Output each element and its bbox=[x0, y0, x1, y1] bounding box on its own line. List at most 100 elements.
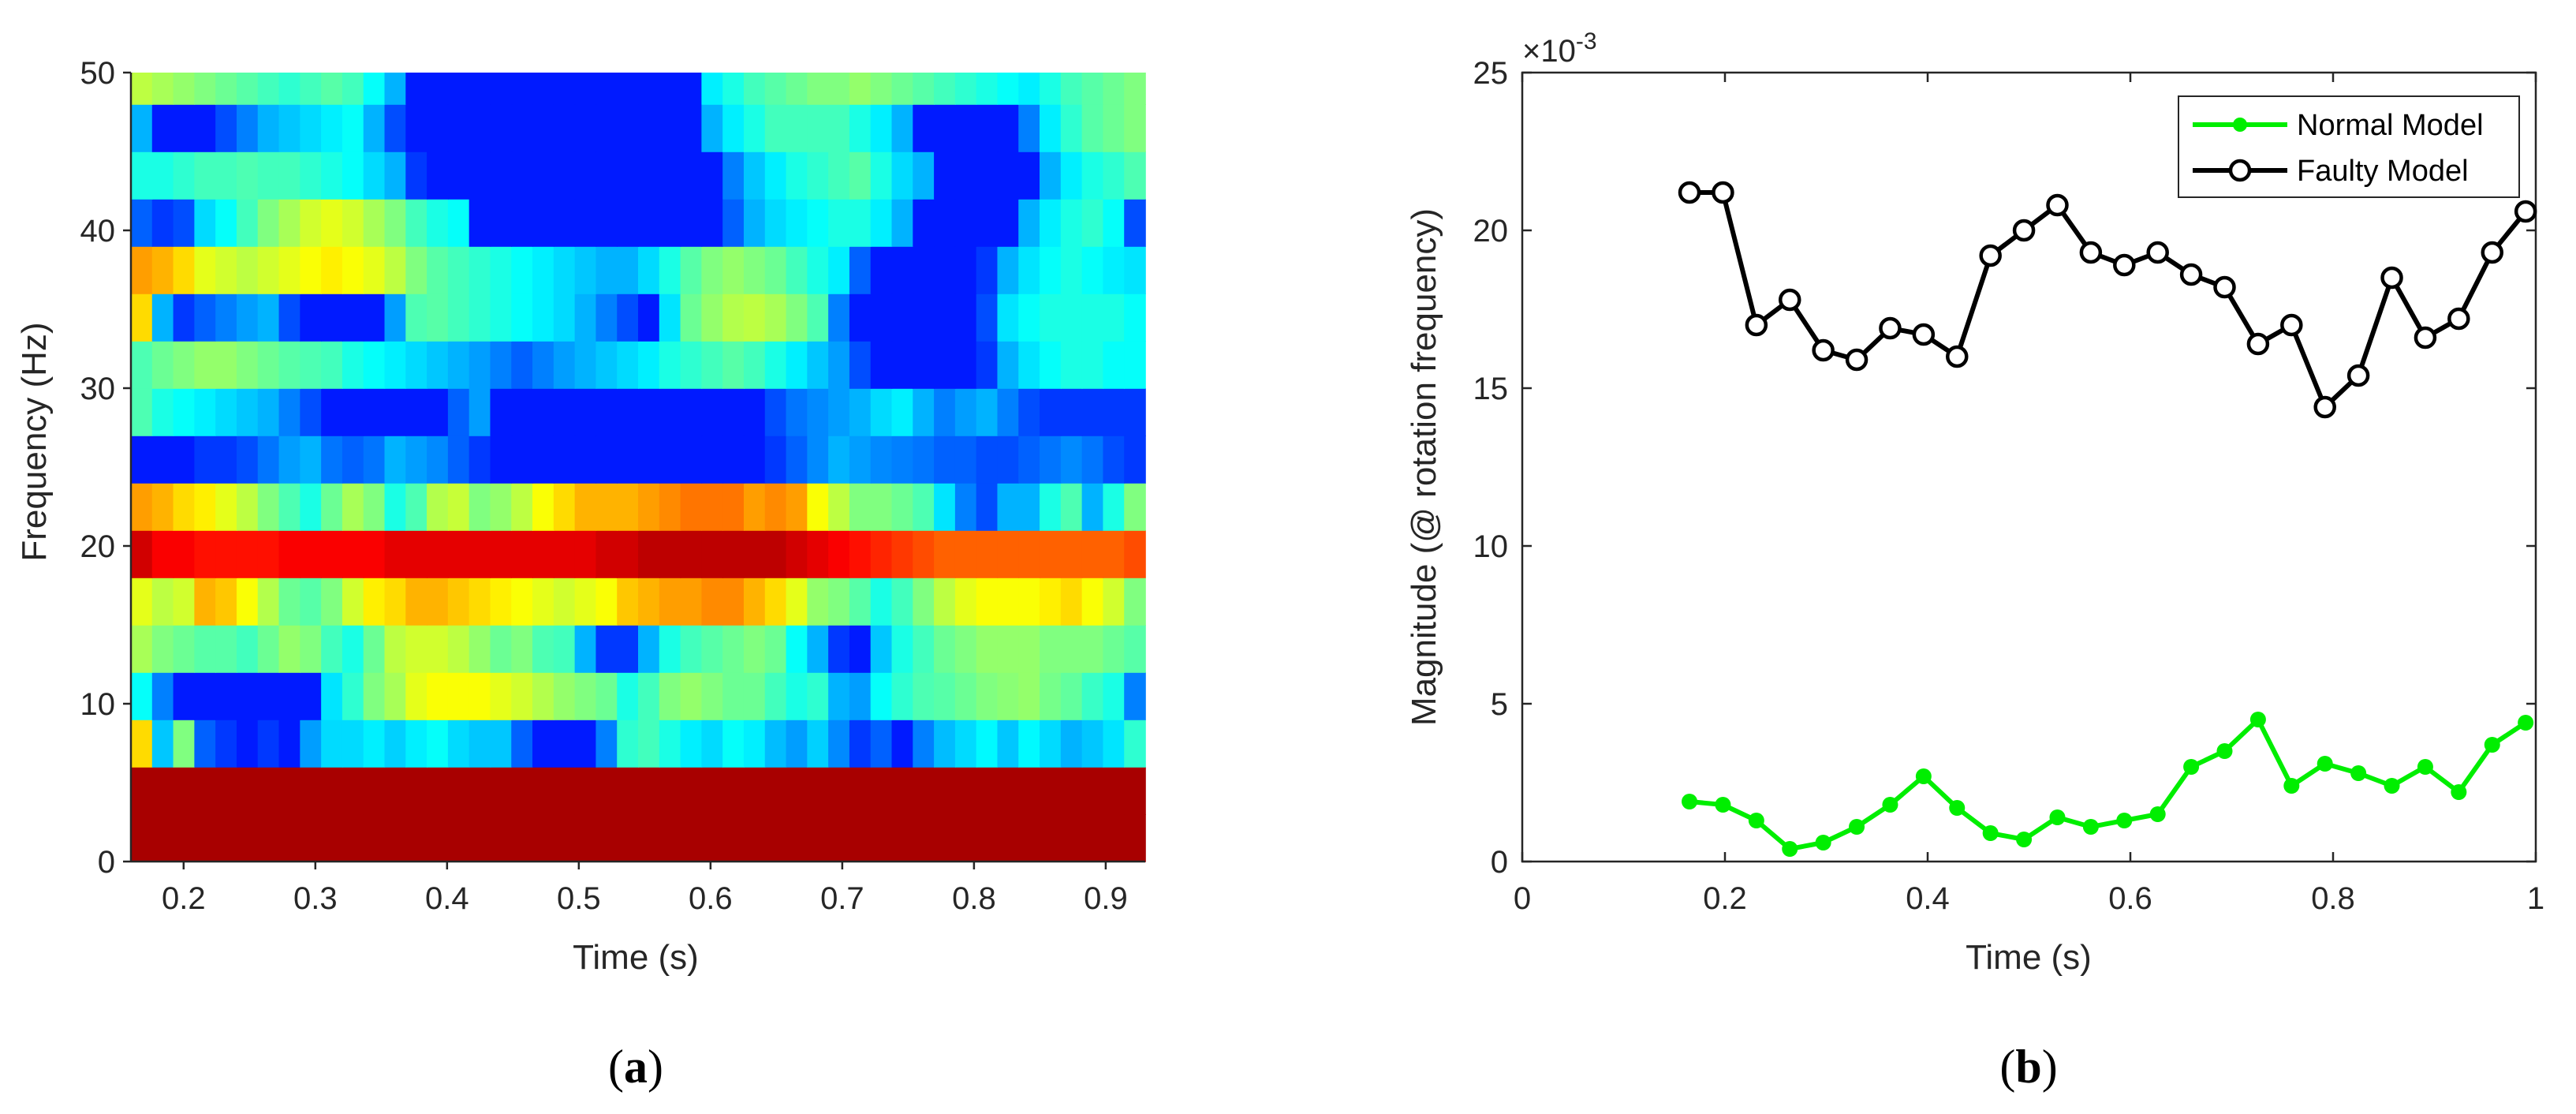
heatmap-cell bbox=[574, 767, 597, 815]
heatmap-cell bbox=[807, 483, 829, 531]
heatmap-cell bbox=[131, 199, 153, 247]
heatmap-cell bbox=[131, 625, 153, 673]
heatmap-cell bbox=[849, 388, 872, 436]
heatmap-cell bbox=[870, 530, 893, 578]
heatmap-cell bbox=[743, 293, 766, 342]
heatmap-cell bbox=[427, 483, 449, 531]
heatmap-cell bbox=[891, 341, 914, 389]
heatmap-cell bbox=[427, 73, 449, 105]
heatmap-cell bbox=[236, 483, 259, 531]
heatmap-cell bbox=[278, 341, 301, 389]
heatmap-cell bbox=[321, 530, 343, 578]
heatmap-cell bbox=[236, 530, 259, 578]
heatmap-cell bbox=[278, 483, 301, 531]
heatmap-cell bbox=[405, 625, 427, 673]
normal-model-point bbox=[2082, 819, 2099, 835]
heatmap-cell bbox=[278, 720, 301, 768]
heatmap-cell bbox=[321, 73, 343, 105]
heatmap-cell bbox=[1018, 293, 1040, 342]
heatmap-x-tick-label: 0.5 bbox=[557, 881, 601, 916]
line-x-tick-label: 0.6 bbox=[2108, 881, 2152, 916]
heatmap-cell bbox=[384, 483, 407, 531]
heatmap-x-tick-label: 0.4 bbox=[425, 881, 469, 916]
normal-model-point bbox=[1682, 794, 1698, 809]
heatmap-cell bbox=[638, 341, 660, 389]
heatmap-cell bbox=[617, 814, 639, 862]
heatmap-cell bbox=[342, 388, 364, 436]
heatmap-cell bbox=[194, 767, 216, 815]
line-y-ticks: 0 5 10 15 20 25 bbox=[1473, 56, 2536, 880]
heatmap-cell bbox=[701, 104, 723, 152]
normal-model-point bbox=[2518, 715, 2534, 731]
heatmap-cell bbox=[1081, 104, 1104, 152]
heatmap-cell bbox=[405, 814, 427, 862]
heatmap-cell bbox=[638, 73, 660, 105]
heatmap-cell bbox=[574, 388, 597, 436]
heatmap-cell bbox=[701, 625, 723, 673]
heatmap-cell bbox=[786, 625, 808, 673]
heatmap-cell bbox=[1040, 720, 1062, 768]
heatmap-cell bbox=[997, 199, 1020, 247]
heatmap-cell bbox=[786, 151, 808, 200]
heatmap-cell bbox=[1060, 672, 1083, 720]
heatmap-cell bbox=[384, 73, 407, 105]
heatmap-cell bbox=[934, 672, 956, 720]
heatmap-cell bbox=[151, 293, 174, 342]
heatmap-cell bbox=[1081, 814, 1104, 862]
heatmap-cell bbox=[934, 199, 956, 247]
legend: Normal Model Faulty Model bbox=[2178, 95, 2520, 198]
heatmap-cell bbox=[638, 578, 660, 626]
heatmap-cell bbox=[151, 199, 174, 247]
heatmap-cell bbox=[131, 672, 153, 720]
heatmap-cell bbox=[849, 672, 872, 720]
heatmap-cell bbox=[934, 293, 956, 342]
heatmap-cell bbox=[342, 720, 364, 768]
heatmap-cell bbox=[236, 341, 259, 389]
heatmap-cell bbox=[913, 293, 935, 342]
heatmap-cell bbox=[701, 199, 723, 247]
heatmap-cell bbox=[807, 625, 829, 673]
heatmap-cell bbox=[321, 672, 343, 720]
heatmap-cell bbox=[1081, 341, 1104, 389]
heatmap-cell bbox=[891, 104, 914, 152]
heatmap-cell bbox=[595, 720, 618, 768]
heatmap-cell bbox=[891, 625, 914, 673]
heatmap-cell bbox=[849, 151, 872, 200]
heatmap-cell bbox=[384, 246, 407, 294]
heatmap-cell bbox=[764, 530, 787, 578]
heatmap-cell bbox=[913, 73, 935, 105]
heatmap-cell bbox=[236, 73, 259, 105]
heatmap-cell bbox=[553, 672, 576, 720]
heatmap-cell bbox=[300, 151, 322, 200]
heatmap-cell bbox=[617, 483, 639, 531]
heatmap-cell bbox=[278, 293, 301, 342]
heatmap-cell bbox=[659, 720, 681, 768]
heatmap-cell bbox=[405, 483, 427, 531]
heatmap-cell bbox=[954, 436, 977, 484]
heatmap-cell bbox=[151, 720, 174, 768]
heatmap-cell bbox=[574, 672, 597, 720]
heatmap-cell bbox=[405, 341, 427, 389]
heatmap-cell bbox=[405, 720, 427, 768]
heatmap-cell bbox=[617, 672, 639, 720]
heatmap-cell bbox=[278, 436, 301, 484]
heatmap-cell bbox=[786, 767, 808, 815]
heatmap-cell bbox=[469, 199, 491, 247]
heatmap-y-tick-label: 40 bbox=[80, 214, 116, 249]
heatmap-cell bbox=[173, 720, 196, 768]
heatmap-cell bbox=[659, 625, 681, 673]
heatmap-cell bbox=[342, 530, 364, 578]
heatmap-cell bbox=[215, 73, 237, 105]
heatmap-cell bbox=[954, 199, 977, 247]
heatmap-cell bbox=[595, 151, 618, 200]
heatmap-cell bbox=[194, 73, 216, 105]
heatmap-cell bbox=[215, 767, 237, 815]
heatmap-cell bbox=[659, 578, 681, 626]
heatmap-cell bbox=[913, 625, 935, 673]
heatmap-cell bbox=[1124, 767, 1146, 815]
heatmap-cell bbox=[574, 720, 597, 768]
heatmap-cell bbox=[321, 246, 343, 294]
heatmap-cell bbox=[954, 578, 977, 626]
heatmap-cell bbox=[257, 436, 280, 484]
heatmap-cell bbox=[786, 293, 808, 342]
